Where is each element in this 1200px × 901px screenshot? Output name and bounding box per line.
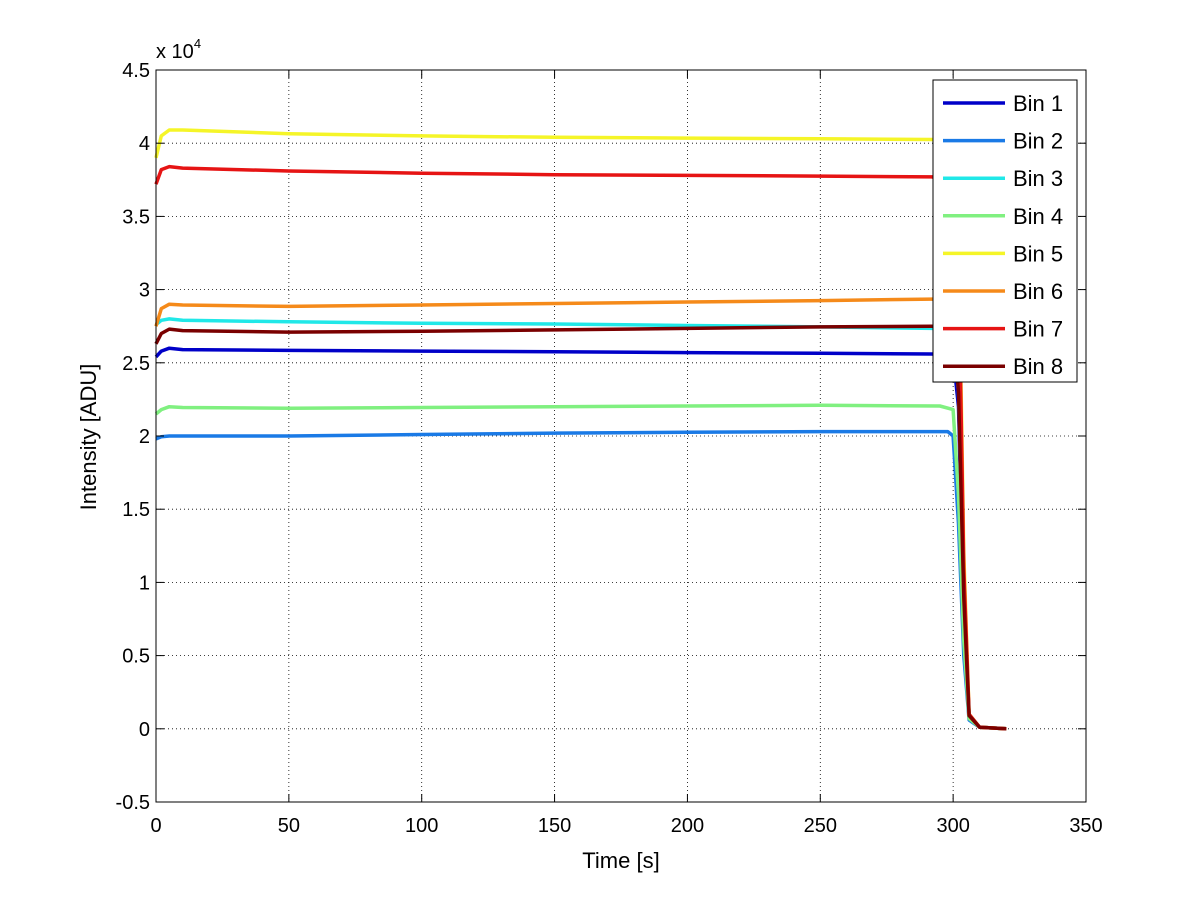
legend: Bin 1 Bin 2 Bin 3 Bin 4 Bin 5 Bin 6 Bin 7 Bin 8	[932, 79, 1078, 383]
x-axis-label: Time [s]	[582, 848, 659, 873]
y-multiplier-label: x 104	[156, 36, 201, 63]
y-tick-label: 4.5	[122, 60, 150, 82]
x-tick-label: 350	[1069, 815, 1102, 837]
legend-label-bin-8: Bin 8	[1013, 354, 1063, 379]
y-tick-label: -0.5	[116, 792, 150, 814]
legend-label-bin-3: Bin 3	[1013, 166, 1063, 191]
y-tick-label: 3	[139, 280, 150, 302]
y-axis-label: Intensity [ADU]	[76, 364, 101, 511]
y-multiplier-base: x 10	[156, 41, 194, 63]
x-tick-label: 100	[405, 815, 438, 837]
ticks: 0 50 100 150 200 250 300 350-0.500.511.522.533.…	[116, 60, 1103, 837]
legend-box	[932, 79, 1078, 383]
y-tick-label: 4	[139, 133, 150, 155]
y-tick-label: 2	[139, 426, 150, 448]
y-tick-label: 3.5	[122, 206, 150, 228]
legend-label-bin-1: Bin 1	[1013, 91, 1063, 116]
y-tick-label: 0	[139, 719, 150, 741]
legend-label-bin-2: Bin 2	[1013, 129, 1063, 154]
y-multiplier-exponent: 4	[194, 36, 201, 51]
legend-label-bin-7: Bin 7	[1013, 317, 1063, 342]
y-tick-label: 1.5	[122, 499, 150, 521]
legend-label-bin-6: Bin 6	[1013, 279, 1063, 304]
legend-label-bin-4: Bin 4	[1013, 204, 1063, 229]
x-tick-label: 200	[671, 815, 704, 837]
series-line-bin-8	[154, 324, 1007, 731]
series-layer	[154, 128, 1007, 731]
y-tick-label: 2.5	[122, 353, 150, 375]
x-tick-label: 250	[804, 815, 837, 837]
x-tick-label: 50	[278, 815, 300, 837]
x-tick-label: 150	[538, 815, 571, 837]
grid	[156, 70, 1086, 802]
legend-label-bin-5: Bin 5	[1013, 241, 1063, 266]
y-tick-label: 0.5	[122, 646, 150, 668]
y-tick-label: 1	[139, 572, 150, 594]
x-tick-label: 0	[150, 815, 161, 837]
x-tick-label: 300	[936, 815, 969, 837]
